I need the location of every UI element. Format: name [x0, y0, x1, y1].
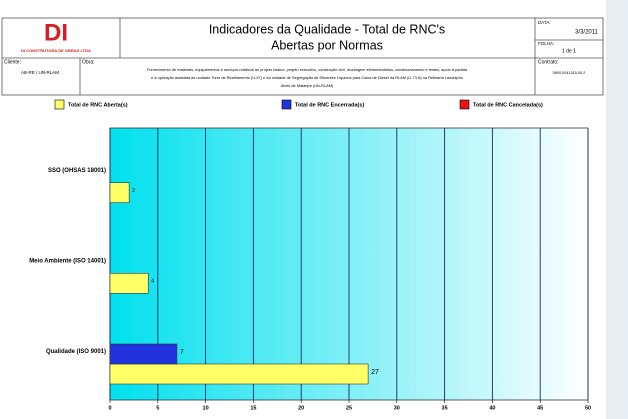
work: Alves de Mataripe (UN-RLAM) — [281, 83, 334, 88]
label: FOLHA: — [538, 41, 554, 46]
y-tick-label: Meio Ambiente (ISO 14001) — [29, 259, 106, 265]
work: Fornecimento de materiais, equipamentos … — [147, 67, 468, 72]
contract: 0800.0041315.00.2 — [553, 71, 586, 75]
x-tick-label: 45 — [537, 405, 543, 411]
legend-label: Total de RNC Aberta(s) — [68, 102, 128, 108]
title: Indicadores da Qualidade - Total de RNC'… — [209, 22, 445, 36]
legend-label: Total de RNC Encerrada(s) — [295, 102, 364, 108]
x-tick-label: 40 — [489, 405, 495, 411]
value-label: 7 — [180, 349, 184, 356]
y-tick-label: Qualidade (ISO 9001) — [46, 349, 106, 355]
label: DATA: — [538, 20, 551, 25]
header-box — [1, 17, 604, 96]
value-label: 2 — [132, 188, 135, 194]
legend-swatch — [54, 99, 65, 110]
label: Contrato: — [538, 59, 559, 65]
y-tick-label: SSO (OHSAS 18001) — [48, 168, 106, 174]
logo: DI — [44, 19, 68, 46]
x-tick-label: 25 — [346, 405, 352, 411]
x-tick-label: 20 — [298, 405, 304, 411]
company: DI CONSTRUTORA DE OBRAS LTDA — [21, 48, 91, 53]
x-tick-label: 50 — [585, 405, 591, 411]
x-tick-label: 0 — [108, 405, 111, 411]
label: Obra: — [82, 59, 95, 65]
logo-box — [36, 22, 76, 44]
date: 3/3/2011 — [575, 30, 599, 36]
work: e à operação assistida da unidade Torre … — [151, 75, 463, 80]
sheet: 1 de 1 — [562, 48, 576, 54]
bar — [109, 182, 130, 203]
client: AB-RE / UN-RLAM — [21, 70, 59, 75]
x-tick-label: 35 — [442, 405, 448, 411]
x-tick-label: 15 — [250, 405, 256, 411]
title: Abertas por Normas — [271, 38, 383, 52]
bar — [109, 273, 149, 294]
x-tick-label: 5 — [156, 405, 159, 411]
legend-label: Total de RNC Cancelada(s) — [473, 102, 543, 108]
legend-swatch — [281, 99, 292, 110]
value-label: 27 — [371, 369, 379, 376]
label: Cliente: — [4, 59, 21, 65]
bar — [109, 363, 369, 385]
legend-swatch — [459, 99, 470, 110]
value-label: 4 — [151, 279, 154, 285]
x-tick-label: 10 — [203, 405, 209, 411]
x-tick-label: 30 — [394, 405, 400, 411]
bar — [109, 343, 178, 365]
